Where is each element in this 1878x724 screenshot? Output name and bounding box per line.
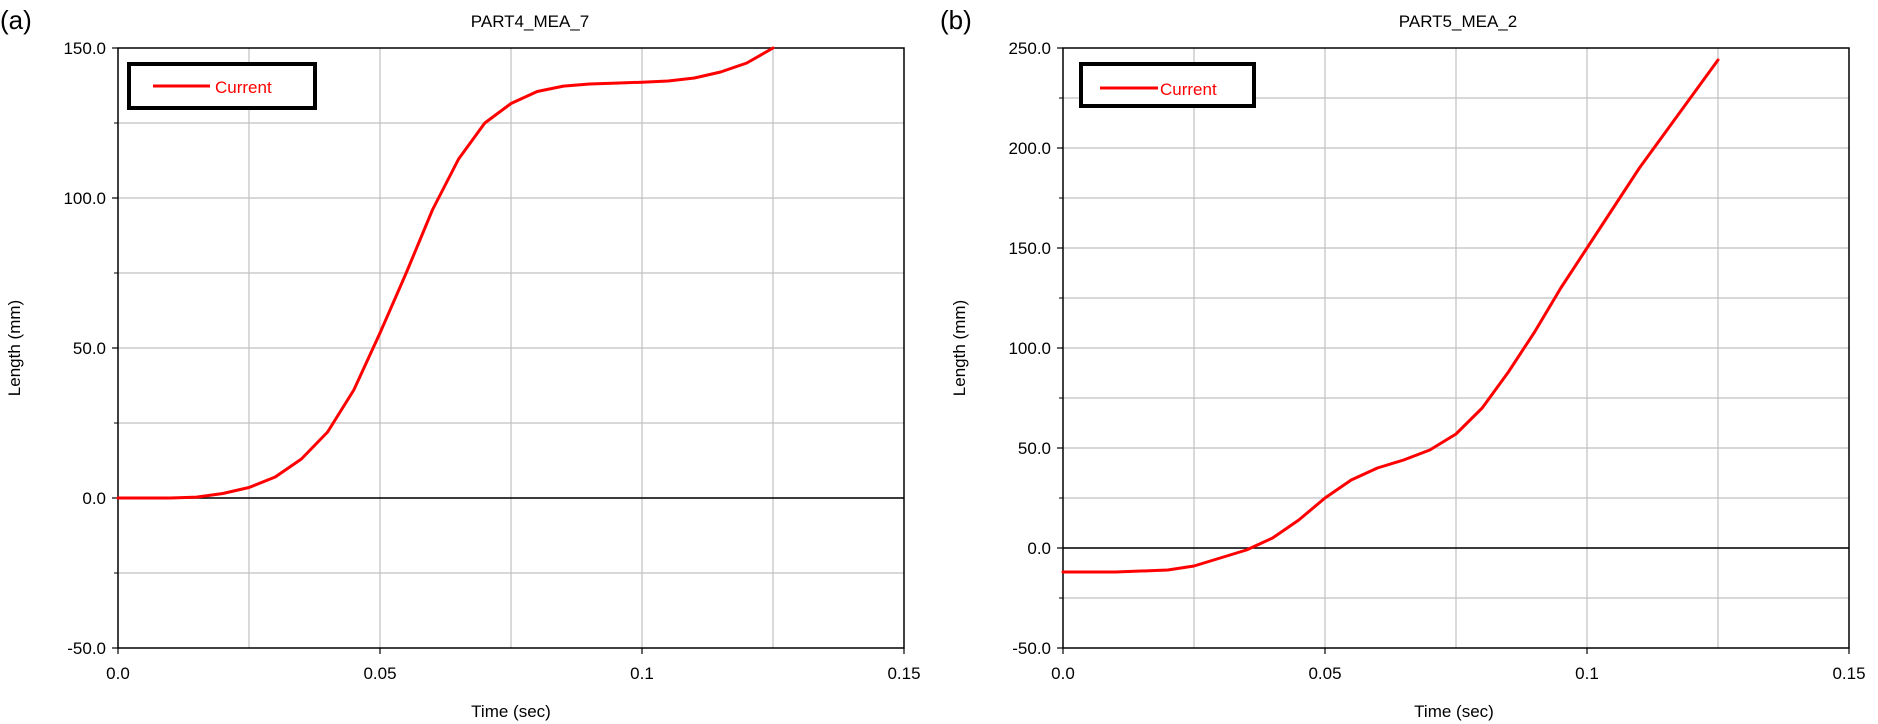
panel-a-legend-entry: Current	[215, 78, 272, 97]
panel-b-x-axis-label: Time (sec)	[1414, 702, 1494, 721]
panel-b-grid	[1063, 48, 1849, 648]
panel-a-grid	[118, 48, 904, 648]
chart-panel-a: (a) PART4_MEA_7 0.0 0.05 0.1 0.15-50.00.050…	[0, 5, 921, 721]
panel-b-legend: Current	[1079, 62, 1256, 108]
panel-b-series	[1061, 58, 1720, 574]
x-tick-label: 0.15	[1832, 664, 1865, 683]
y-tick-label: 200.0	[1008, 139, 1051, 158]
y-tick-label: 150.0	[63, 39, 106, 58]
y-tick-label: 150.0	[1008, 239, 1051, 258]
panel-b-label: (b)	[940, 5, 972, 35]
x-tick-label: 0.1	[630, 664, 654, 683]
panel-a-y-axis-label: Length (mm)	[5, 300, 24, 396]
panel-b-legend-entry: Current	[1160, 80, 1217, 99]
chart-panel-b: (b) PART5_MEA_2 0.0 0.05 0.1 0.15-50.00.050…	[940, 5, 1866, 721]
x-tick-label: 0.05	[363, 664, 396, 683]
panel-a-label: (a)	[0, 5, 32, 35]
y-tick-label: 50.0	[73, 339, 106, 358]
panel-b-title: PART5_MEA_2	[1399, 12, 1517, 31]
x-tick-label: 0.0	[1051, 664, 1075, 683]
panel-a-series	[116, 46, 775, 500]
x-tick-label: 0.0	[106, 664, 130, 683]
panel-b-y-axis-label: Length (mm)	[950, 300, 969, 396]
y-tick-label: -50.0	[67, 639, 106, 658]
y-tick-label: 250.0	[1008, 39, 1051, 58]
panel-b-legend-frame	[1079, 62, 1256, 108]
y-tick-label: -50.0	[1012, 639, 1051, 658]
panel-a-title: PART4_MEA_7	[471, 12, 589, 31]
y-tick-label: 50.0	[1018, 439, 1051, 458]
y-tick-label: 100.0	[1008, 339, 1051, 358]
panel-b-ticks: 0.0 0.05 0.1 0.15-50.00.050.0100.0150.0200.…	[1008, 39, 1865, 683]
x-tick-label: 0.05	[1308, 664, 1341, 683]
x-tick-label: 0.15	[887, 664, 920, 683]
series-line-current	[116, 46, 775, 500]
y-tick-label: 100.0	[63, 189, 106, 208]
y-tick-label: 0.0	[1027, 539, 1051, 558]
y-tick-label: 0.0	[82, 489, 106, 508]
series-line-current	[1061, 58, 1720, 574]
x-tick-label: 0.1	[1575, 664, 1599, 683]
panel-a-legend: Current	[127, 62, 317, 110]
panel-a-x-axis-label: Time (sec)	[471, 702, 551, 721]
